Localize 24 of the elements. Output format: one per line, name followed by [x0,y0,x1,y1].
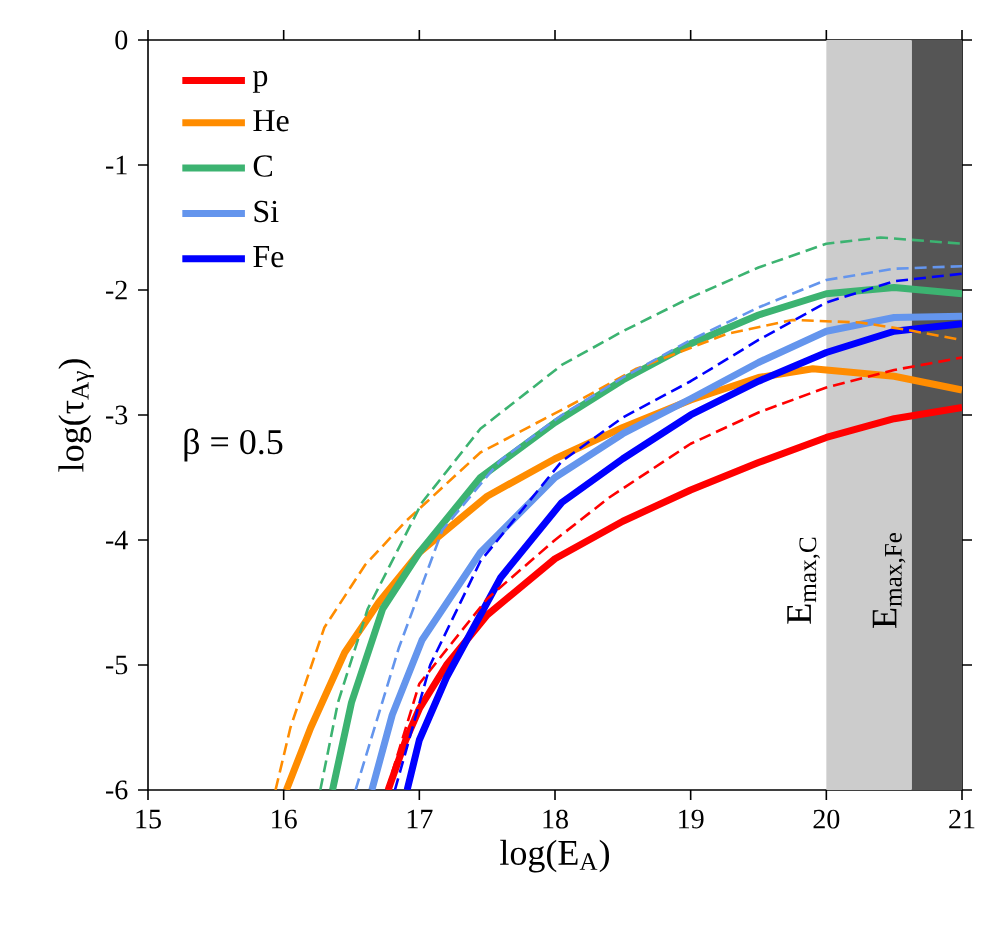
legend-label: p [252,70,268,93]
x-tick-label: 20 [813,809,840,829]
y-tick-label: -3 [105,405,128,425]
x-tick-label: 16 [272,809,297,829]
x-tick-label: 15 [136,809,161,829]
y-tick-label: -6 [105,780,128,800]
x-tick-label: 17 [407,809,433,829]
y-tick-label: -1 [105,155,127,175]
x-tick-label: 19 [679,809,704,829]
legend-label: He [253,110,289,132]
y-tick-label: -4 [105,530,128,550]
y-tick-label: 0 [115,30,128,50]
band-label: E$_{max,Fe}$ [872,532,906,628]
annotation: β = 0.5 [184,428,283,462]
y-tick-label: -2 [105,280,127,300]
x-tick-label: 21 [949,809,975,829]
legend-label: Si [254,200,279,223]
legend-label: Fe [253,246,284,268]
x-tick-label: 18 [543,809,568,829]
band-label: E$_{max,C}$ [787,537,820,624]
legend-label: C [253,155,272,177]
y-axis-title: log(τ$_{Aγ}$) [58,359,94,472]
x-axis-title: log(E$_{A}$) [500,839,610,873]
y-tick-label: -5 [105,655,128,675]
